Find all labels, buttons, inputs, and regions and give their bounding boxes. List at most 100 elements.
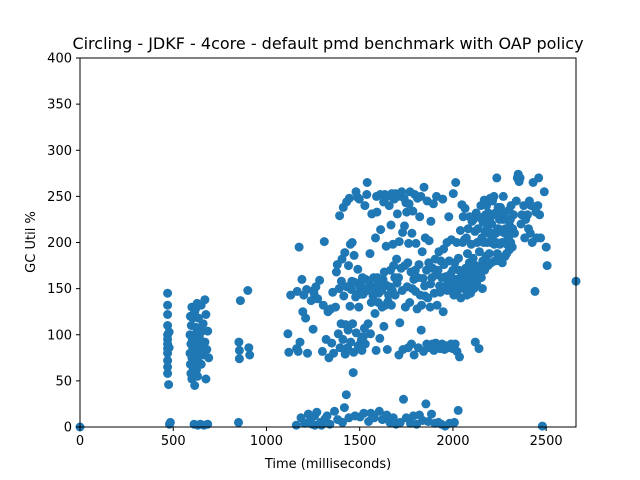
- data-point: [458, 212, 468, 222]
- data-point: [302, 285, 312, 294]
- data-point: [308, 324, 318, 334]
- data-point: [424, 236, 434, 246]
- data-point: [234, 417, 243, 427]
- data-point: [198, 319, 208, 329]
- data-point: [335, 211, 345, 221]
- data-point: [165, 417, 175, 427]
- data-point: [405, 298, 415, 307]
- x-tick-label: 500: [161, 434, 186, 449]
- data-point: [450, 339, 460, 349]
- y-tick-label: 250: [47, 190, 72, 205]
- data-point: [416, 191, 426, 201]
- data-point: [477, 284, 487, 294]
- data-point: [245, 350, 255, 360]
- data-point: [382, 345, 392, 354]
- data-point: [335, 343, 345, 353]
- data-point: [369, 413, 379, 423]
- data-point: [301, 313, 311, 323]
- data-point: [362, 190, 372, 199]
- data-point: [164, 327, 174, 337]
- data-point: [526, 201, 536, 211]
- data-point: [293, 346, 303, 356]
- data-point: [360, 339, 370, 349]
- y-tick-label: 400: [47, 52, 72, 67]
- data-point: [411, 238, 421, 248]
- data-point: [537, 421, 547, 431]
- data-point: [492, 249, 502, 259]
- data-point: [354, 302, 364, 312]
- data-point: [345, 301, 355, 311]
- data-point: [365, 249, 375, 259]
- y-tick-label: 50: [55, 374, 72, 389]
- data-point: [163, 310, 173, 319]
- data-point: [338, 334, 348, 344]
- data-point: [476, 273, 486, 283]
- x-tick-label: 0: [76, 434, 84, 449]
- x-axis: 0 500 1000 1500 2000 2500: [76, 427, 563, 449]
- data-point: [374, 406, 384, 416]
- data-point: [313, 294, 323, 304]
- data-point: [455, 352, 464, 362]
- data-point: [283, 329, 293, 339]
- data-point: [163, 362, 173, 372]
- data-point: [340, 248, 350, 258]
- data-point: [243, 286, 253, 295]
- data-point: [427, 409, 436, 419]
- data-point: [376, 225, 386, 235]
- data-point: [330, 406, 339, 416]
- data-point: [404, 199, 414, 209]
- data-point: [325, 419, 335, 429]
- data-point: [202, 345, 212, 354]
- data-point: [235, 296, 245, 306]
- data-point: [203, 419, 213, 429]
- data-point: [339, 291, 349, 301]
- x-tick-label: 1000: [250, 434, 283, 449]
- data-point: [234, 337, 244, 347]
- data-point: [444, 212, 454, 222]
- data-point: [294, 242, 304, 252]
- data-point: [338, 417, 347, 427]
- data-point: [344, 261, 353, 271]
- data-point: [460, 203, 470, 213]
- data-point: [407, 228, 417, 238]
- data-point: [190, 381, 200, 390]
- data-point: [292, 286, 302, 296]
- data-point: [295, 337, 305, 347]
- data-point: [417, 247, 427, 257]
- data-point: [348, 319, 358, 329]
- data-point: [421, 399, 431, 409]
- data-point: [297, 274, 307, 284]
- data-point: [343, 325, 353, 335]
- data-point: [353, 264, 363, 274]
- data-point: [435, 287, 445, 297]
- data-point: [438, 194, 448, 204]
- data-point: [163, 369, 173, 378]
- data-point: [399, 394, 408, 404]
- data-point: [201, 310, 211, 319]
- data-point: [419, 182, 429, 192]
- data-point: [203, 326, 213, 336]
- data-point: [358, 332, 368, 342]
- data-point: [234, 354, 244, 364]
- x-tick-label: 2500: [530, 434, 563, 449]
- data-point: [404, 238, 414, 248]
- data-point: [484, 249, 494, 259]
- data-point: [403, 258, 413, 268]
- data-point: [392, 254, 402, 264]
- data-point: [344, 193, 354, 203]
- data-point: [341, 390, 351, 400]
- data-point: [390, 290, 400, 300]
- data-point: [386, 300, 396, 310]
- y-tick-label: 150: [47, 282, 72, 297]
- data-point: [379, 321, 389, 331]
- data-point: [534, 173, 544, 183]
- data-point: [336, 276, 346, 286]
- data-point: [533, 201, 543, 211]
- data-point: [193, 371, 202, 381]
- data-point: [234, 345, 244, 355]
- data-point: [409, 350, 419, 360]
- y-tick-label: 350: [47, 98, 72, 113]
- data-point: [523, 210, 532, 220]
- data-point: [448, 189, 458, 199]
